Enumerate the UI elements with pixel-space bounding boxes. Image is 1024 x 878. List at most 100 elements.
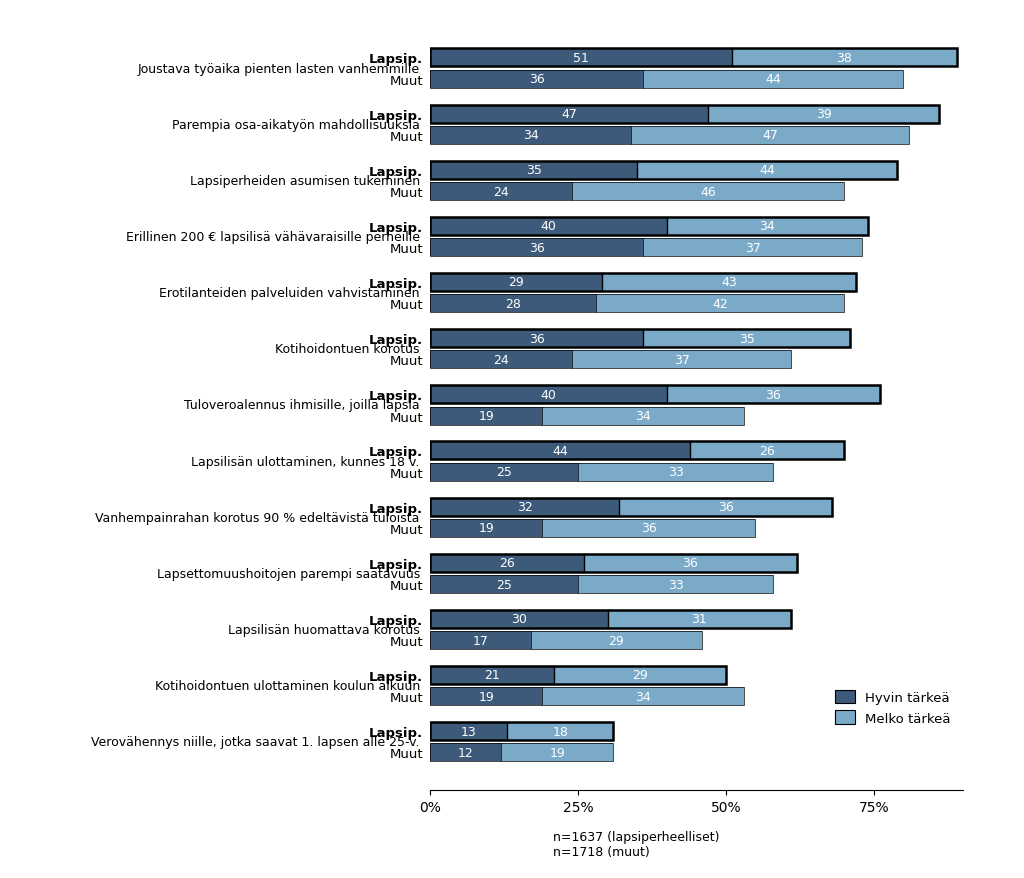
- Bar: [430, 464, 578, 481]
- Text: 36: 36: [683, 557, 698, 570]
- Text: 36: 36: [528, 332, 545, 345]
- Bar: [430, 407, 743, 425]
- Bar: [430, 126, 909, 145]
- Text: 36: 36: [528, 73, 545, 86]
- Bar: [430, 49, 956, 68]
- Bar: [543, 687, 743, 706]
- Text: 12: 12: [458, 746, 473, 759]
- Text: Lapsiperheiden asumisen tukeminen: Lapsiperheiden asumisen tukeminen: [189, 175, 420, 188]
- Text: 19: 19: [478, 522, 495, 535]
- Bar: [430, 183, 572, 201]
- Text: 17: 17: [472, 634, 488, 647]
- Bar: [430, 274, 602, 291]
- Text: 35: 35: [738, 332, 755, 345]
- Bar: [578, 464, 773, 481]
- Bar: [430, 70, 643, 89]
- Bar: [430, 519, 756, 537]
- Bar: [430, 666, 554, 684]
- Text: 40: 40: [541, 388, 556, 401]
- Bar: [430, 162, 897, 179]
- Text: 42: 42: [712, 298, 728, 311]
- Bar: [690, 442, 844, 460]
- Text: n=1637 (lapsiperheelliset)
n=1718 (muut): n=1637 (lapsiperheelliset) n=1718 (muut): [553, 830, 720, 858]
- Bar: [578, 575, 773, 594]
- Text: 26: 26: [499, 557, 515, 570]
- Bar: [430, 610, 607, 628]
- Text: 29: 29: [608, 634, 625, 647]
- Text: Tuloveroalennus ihmisille, joilla lapsia: Tuloveroalennus ihmisille, joilla lapsia: [184, 399, 420, 412]
- Text: 44: 44: [552, 444, 568, 457]
- Bar: [430, 330, 643, 348]
- Bar: [709, 105, 939, 124]
- Text: 25: 25: [496, 465, 512, 479]
- Bar: [430, 554, 797, 572]
- Bar: [501, 744, 613, 761]
- Text: Vanhempainrahan korotus 90 % edeltävistä tuloista: Vanhempainrahan korotus 90 % edeltävistä…: [95, 511, 420, 524]
- Bar: [430, 105, 939, 124]
- Bar: [643, 70, 903, 89]
- Text: 33: 33: [668, 578, 683, 591]
- Text: Erillinen 200 € lapsilisä vähävaraisille perheille: Erillinen 200 € lapsilisä vähävaraisille…: [126, 231, 420, 244]
- Bar: [430, 666, 726, 684]
- Bar: [430, 744, 613, 761]
- Text: 32: 32: [517, 500, 532, 514]
- Text: 36: 36: [718, 500, 734, 514]
- Bar: [530, 631, 702, 650]
- Bar: [543, 519, 756, 537]
- Text: 47: 47: [561, 108, 578, 121]
- Text: 44: 44: [760, 164, 775, 177]
- Text: Lapsilisän ulottaminen, kunnes 18 v.: Lapsilisän ulottaminen, kunnes 18 v.: [191, 455, 420, 468]
- Text: 44: 44: [765, 73, 781, 86]
- Text: 19: 19: [478, 690, 495, 703]
- Bar: [572, 183, 844, 201]
- Text: 21: 21: [484, 669, 500, 681]
- Text: 38: 38: [837, 52, 852, 65]
- Bar: [430, 295, 596, 313]
- Text: 24: 24: [494, 354, 509, 366]
- Bar: [430, 407, 543, 425]
- Bar: [631, 126, 909, 145]
- Text: 13: 13: [461, 725, 476, 738]
- Text: Kotihoidontuen ulottaminen koulun alkuun: Kotihoidontuen ulottaminen koulun alkuun: [155, 680, 420, 693]
- Bar: [430, 351, 791, 369]
- Bar: [620, 498, 833, 516]
- Bar: [430, 723, 507, 740]
- Text: 24: 24: [494, 185, 509, 198]
- Text: Kotihoidontuen korotus: Kotihoidontuen korotus: [275, 343, 420, 356]
- Bar: [554, 666, 726, 684]
- Text: 25: 25: [496, 578, 512, 591]
- Bar: [430, 274, 856, 291]
- Bar: [430, 687, 543, 706]
- Bar: [637, 162, 897, 179]
- Text: 39: 39: [816, 108, 831, 121]
- Bar: [430, 575, 773, 594]
- Bar: [430, 183, 844, 201]
- Bar: [430, 218, 868, 235]
- Text: 35: 35: [525, 164, 542, 177]
- Bar: [430, 575, 578, 594]
- Bar: [430, 498, 833, 516]
- Bar: [430, 330, 850, 348]
- Text: Erotilanteiden palveluiden vahvistaminen: Erotilanteiden palveluiden vahvistaminen: [160, 287, 420, 299]
- Bar: [430, 126, 631, 145]
- Text: 43: 43: [721, 277, 736, 289]
- Text: 51: 51: [573, 52, 589, 65]
- Bar: [430, 351, 572, 369]
- Text: 28: 28: [505, 298, 521, 311]
- Text: Joustava työaika pienten lasten vanhemmille: Joustava työaika pienten lasten vanhemmi…: [137, 62, 420, 76]
- Text: 29: 29: [632, 669, 648, 681]
- Bar: [643, 239, 862, 257]
- Bar: [430, 723, 613, 740]
- Bar: [667, 385, 880, 404]
- Text: 36: 36: [641, 522, 656, 535]
- Bar: [430, 295, 844, 313]
- Bar: [430, 631, 530, 650]
- Bar: [430, 464, 773, 481]
- Text: Lapsilisän huomattava korotus: Lapsilisän huomattava korotus: [228, 623, 420, 637]
- Text: 33: 33: [668, 465, 683, 479]
- Bar: [430, 498, 620, 516]
- Text: 30: 30: [511, 613, 526, 626]
- Text: 34: 34: [523, 129, 539, 142]
- Text: 40: 40: [541, 220, 556, 233]
- Bar: [607, 610, 791, 628]
